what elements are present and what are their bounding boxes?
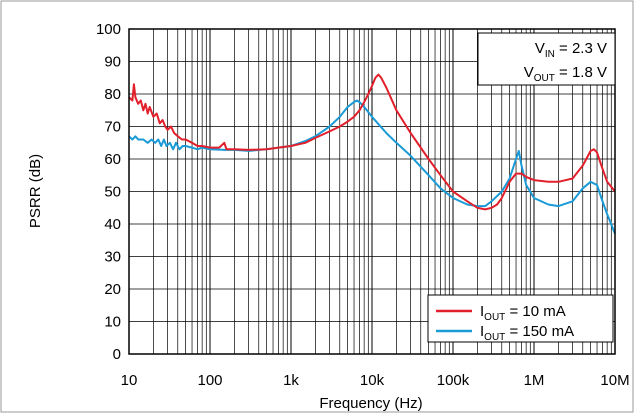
grid-lines	[129, 29, 615, 354]
x-tick-label: 100k	[437, 372, 470, 389]
y-tick-label: 70	[104, 119, 121, 136]
x-tick-label: 10	[121, 372, 138, 389]
y-tick-label: 30	[104, 249, 121, 266]
y-tick-label: 60	[104, 151, 121, 168]
y-tick-label: 40	[104, 216, 121, 233]
y-axis-label: PSRR (dB)	[27, 154, 44, 228]
vout-annotation: VOUT = 1.8 V	[524, 64, 607, 84]
series-layer	[128, 73, 616, 235]
y-tick-label: 50	[104, 184, 121, 201]
condition-box-frame	[477, 32, 616, 86]
legend: IOUT = 10 mA IOUT = 150 mA	[427, 294, 614, 343]
y-tick-label: 90	[104, 54, 121, 71]
y-tick-label: 0	[113, 346, 121, 363]
y-tick-label: 100	[96, 21, 121, 38]
x-tick-label: 1k	[283, 372, 299, 389]
x-tick-label: 1M	[524, 372, 545, 389]
y-tick-label: 80	[104, 86, 121, 103]
x-tick-label: 100	[197, 372, 222, 389]
x-axis-label: Frequency (Hz)	[319, 395, 422, 412]
y-tick-labels: 0 10 20 30 40 50 60 70 80 90 100	[96, 21, 121, 363]
x-tick-labels: 10 100 1k 10k 100k 1M 10M	[121, 372, 630, 389]
y-tick-label: 20	[104, 281, 121, 298]
condition-box: VIN = 2.3 V VOUT = 1.8 V	[477, 32, 616, 86]
legend-label-10ma: IOUT = 10 mA	[480, 303, 566, 323]
y-tick-label: 10	[104, 314, 121, 331]
x-tick-label: 10M	[600, 372, 629, 389]
vin-annotation: VIN = 2.3 V	[535, 40, 607, 60]
legend-frame	[427, 294, 614, 343]
series-line-10ma	[128, 73, 616, 211]
plot-frame	[128, 28, 616, 355]
legend-label-150ma: IOUT = 150 mA	[480, 323, 574, 343]
x-tick-label: 10k	[360, 372, 385, 389]
